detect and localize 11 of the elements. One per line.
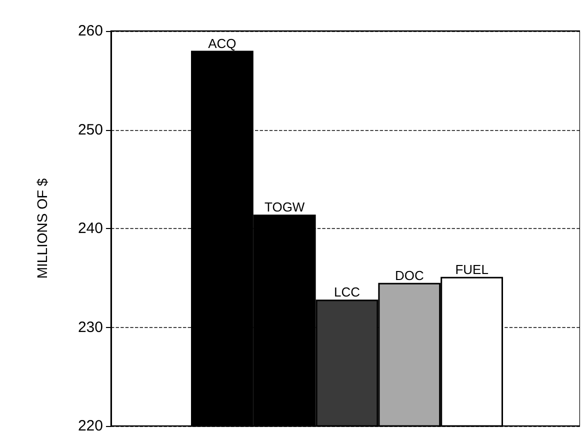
y-tick-label: 250 xyxy=(78,121,103,138)
y-tick-label: 260 xyxy=(78,22,103,40)
y-tick-label: 220 xyxy=(78,418,103,434)
y-tick-label: 230 xyxy=(78,318,103,336)
x-tick-label: TOGW xyxy=(264,200,306,215)
x-tick-label: DOC xyxy=(394,268,424,283)
x-tick-label: FUEL xyxy=(455,262,488,277)
y-tick-label: 240 xyxy=(78,220,103,237)
x-tick-label: ACQ xyxy=(208,36,236,51)
y-axis-title: MILLIONS OF $ xyxy=(34,178,50,279)
x-tick-label: LCC xyxy=(334,284,360,300)
